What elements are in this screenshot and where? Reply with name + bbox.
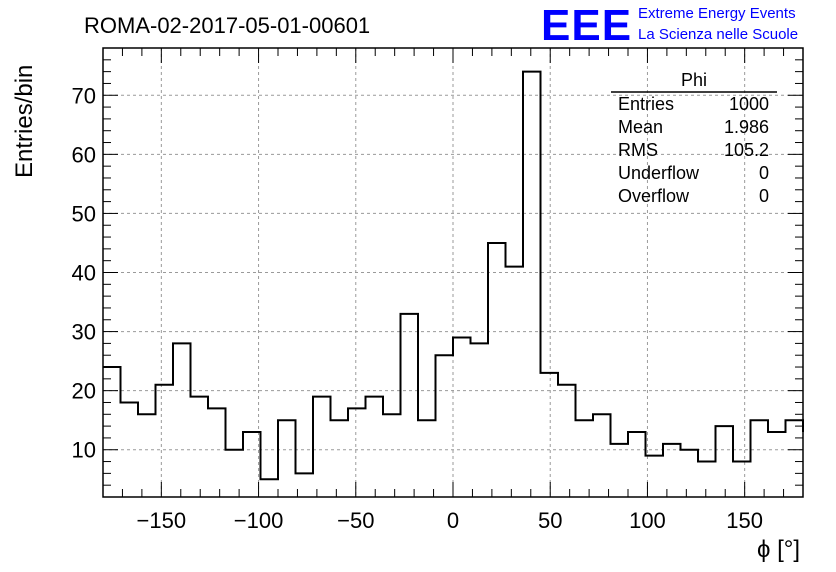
histogram-bin	[733, 462, 751, 497]
histogram-bin	[348, 408, 366, 497]
y-tick-label: 10	[72, 438, 96, 463]
histogram-bin	[401, 314, 419, 497]
axis-ticks	[102, 48, 804, 497]
stats-row-label: Overflow	[618, 186, 690, 206]
histogram-bin	[541, 373, 559, 497]
histogram-bin	[436, 355, 454, 497]
histogram-bin	[418, 420, 436, 497]
x-tick-label: 100	[629, 508, 666, 533]
histogram-bin	[296, 473, 314, 497]
histogram-bin	[471, 343, 489, 497]
y-tick-label: 40	[72, 261, 96, 286]
x-tick-label: −50	[337, 508, 374, 533]
histogram-bin	[366, 397, 384, 497]
grid	[103, 48, 803, 497]
histogram-bin	[173, 343, 191, 497]
stats-row-label: Underflow	[618, 163, 700, 183]
brand-line1: Extreme Energy Events	[638, 5, 796, 22]
brand-line2: La Scienza nelle Scuole	[638, 26, 798, 43]
histogram-bin	[226, 450, 244, 497]
brand-logo-text: EEE	[541, 1, 632, 50]
histogram-bin	[331, 420, 349, 497]
tick-labels: −150 −100 −50 0 50 100 150 10 20 30 40 50 60 70	[72, 83, 764, 533]
x-tick-label: 0	[447, 508, 459, 533]
histogram-bin	[716, 426, 734, 497]
histogram-bin	[313, 397, 331, 497]
stats-row-label: Entries	[618, 94, 674, 114]
histogram-bin	[506, 267, 524, 497]
y-axis-title: Entries/bin	[11, 65, 38, 178]
stats-row-value: 1.986	[724, 117, 769, 137]
stats-row-label: Mean	[618, 117, 663, 137]
histogram-bin	[191, 397, 209, 497]
histogram-outline	[103, 70, 804, 481]
stats-box-name: Phi	[681, 70, 707, 90]
brand-logo: EEE Extreme Energy Events La Scienza nel…	[541, 1, 798, 50]
stats-row-value: 105.2	[724, 140, 769, 160]
stats-box: Phi Entries 1000 Mean 1.986 RMS 105.2 Underflo…	[611, 70, 777, 206]
histogram-bin	[751, 420, 769, 497]
histogram-bin	[453, 337, 471, 497]
y-tick-label: 60	[72, 142, 96, 167]
y-tick-label: 30	[72, 320, 96, 345]
histogram-bin	[208, 408, 226, 497]
histogram-bin	[278, 420, 296, 497]
x-tick-label: −150	[137, 508, 187, 533]
histogram-bin	[663, 444, 681, 497]
x-axis-title: ϕ [°]	[757, 536, 800, 563]
histogram-bin	[138, 414, 156, 497]
y-tick-label: 20	[72, 379, 96, 404]
chart-title: ROMA-02-2017-05-01-00601	[84, 13, 370, 38]
histogram-bin	[681, 450, 699, 497]
y-tick-label: 70	[72, 83, 96, 108]
stats-row-label: RMS	[618, 140, 658, 160]
x-tick-label: 150	[726, 508, 763, 533]
stats-row-value: 0	[759, 186, 769, 206]
plot-frame	[102, 47, 804, 498]
histogram-bin	[383, 414, 401, 497]
stats-row-value: 0	[759, 163, 769, 183]
histogram-bin	[611, 444, 629, 497]
histogram-bin	[646, 456, 664, 497]
x-tick-label: 50	[538, 508, 562, 533]
histogram-bin	[523, 72, 541, 497]
histogram-bin	[698, 462, 716, 497]
histogram-bin	[243, 432, 261, 497]
histogram-bin	[488, 243, 506, 497]
histogram-bin	[261, 479, 279, 497]
stats-row-value: 1000	[729, 94, 769, 114]
histogram-bin	[593, 414, 611, 497]
y-tick-label: 50	[72, 201, 96, 226]
histogram-bin	[576, 420, 594, 497]
histogram-bin	[156, 385, 174, 497]
histogram-bin	[103, 367, 121, 497]
histogram-bin	[768, 432, 786, 497]
histogram-bin	[558, 385, 576, 497]
x-tick-label: −100	[234, 508, 284, 533]
histogram-bin	[628, 432, 646, 497]
